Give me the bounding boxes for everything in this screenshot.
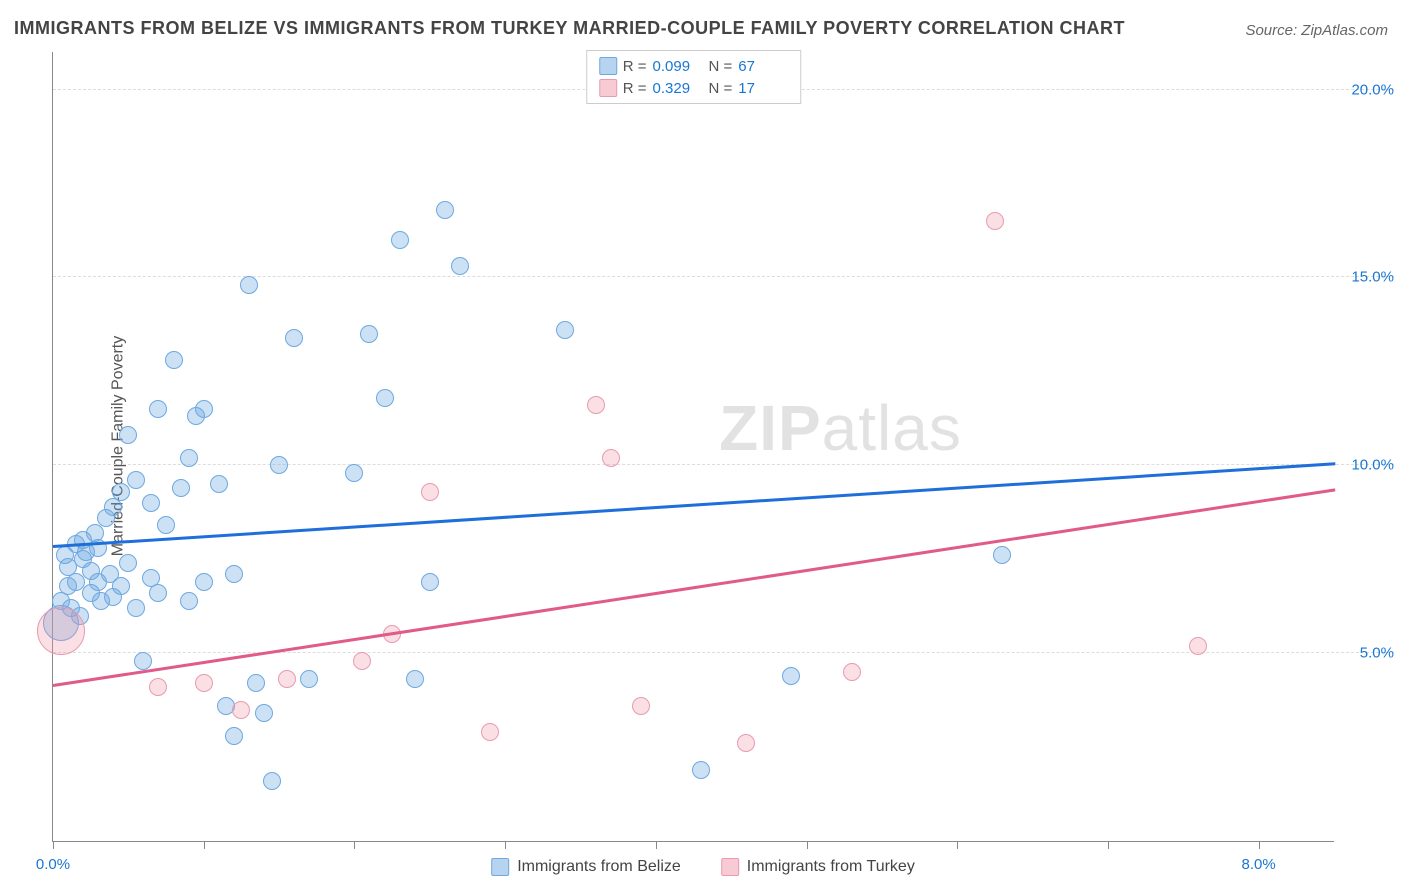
x-tick	[1108, 841, 1109, 849]
data-point	[986, 212, 1004, 230]
chart-title: IMMIGRANTS FROM BELIZE VS IMMIGRANTS FRO…	[14, 18, 1125, 39]
x-tick	[354, 841, 355, 849]
data-point	[232, 701, 250, 719]
data-point	[127, 471, 145, 489]
data-point	[247, 674, 265, 692]
x-tick	[656, 841, 657, 849]
data-point	[406, 670, 424, 688]
x-tick	[957, 841, 958, 849]
data-point	[195, 674, 213, 692]
chart-container: IMMIGRANTS FROM BELIZE VS IMMIGRANTS FRO…	[0, 0, 1406, 892]
data-point	[993, 546, 1011, 564]
y-tick-label: 20.0%	[1351, 81, 1394, 98]
data-point	[149, 584, 167, 602]
x-tick-label: 0.0%	[36, 856, 70, 873]
data-point	[180, 449, 198, 467]
swatch-blue-icon	[599, 57, 617, 75]
x-tick	[1259, 841, 1260, 849]
x-tick	[807, 841, 808, 849]
data-point	[112, 483, 130, 501]
data-point	[632, 697, 650, 715]
data-point	[300, 670, 318, 688]
data-point	[436, 201, 454, 219]
data-point	[421, 483, 439, 501]
x-tick	[204, 841, 205, 849]
data-point	[225, 727, 243, 745]
data-point	[451, 257, 469, 275]
grid-line	[53, 464, 1394, 465]
swatch-pink-icon	[721, 858, 739, 876]
trend-line	[53, 462, 1335, 547]
legend-series: Immigrants from Belize Immigrants from T…	[491, 858, 915, 876]
data-point	[285, 329, 303, 347]
data-point	[556, 321, 574, 339]
data-point	[587, 396, 605, 414]
plot-area: ZIPatlas R = 0.099 N = 67 R = 0.329 N = …	[52, 52, 1334, 842]
data-point	[210, 475, 228, 493]
data-point	[263, 772, 281, 790]
swatch-pink-icon	[599, 79, 617, 97]
data-point	[376, 389, 394, 407]
data-point	[37, 607, 85, 655]
data-point	[1189, 637, 1207, 655]
data-point	[225, 565, 243, 583]
y-tick-label: 15.0%	[1351, 269, 1394, 286]
data-point	[602, 449, 620, 467]
data-point	[172, 479, 190, 497]
data-point	[692, 761, 710, 779]
legend-stats-row: R = 0.099 N = 67	[599, 55, 789, 77]
data-point	[157, 516, 175, 534]
data-point	[737, 734, 755, 752]
data-point	[255, 704, 273, 722]
legend-item: Immigrants from Turkey	[721, 858, 915, 876]
source-attribution: Source: ZipAtlas.com	[1245, 22, 1388, 39]
data-point	[149, 678, 167, 696]
data-point	[119, 426, 137, 444]
legend-stats-row: R = 0.329 N = 17	[599, 77, 789, 99]
x-tick	[505, 841, 506, 849]
watermark: ZIPatlas	[719, 391, 962, 465]
legend-stats: R = 0.099 N = 67 R = 0.329 N = 17	[586, 50, 802, 104]
data-point	[360, 325, 378, 343]
data-point	[345, 464, 363, 482]
data-point	[112, 577, 130, 595]
data-point	[782, 667, 800, 685]
data-point	[240, 276, 258, 294]
data-point	[421, 573, 439, 591]
legend-item: Immigrants from Belize	[491, 858, 681, 876]
x-tick	[53, 841, 54, 849]
data-point	[481, 723, 499, 741]
data-point	[165, 351, 183, 369]
data-point	[843, 663, 861, 681]
data-point	[142, 494, 160, 512]
data-point	[119, 554, 137, 572]
data-point	[278, 670, 296, 688]
x-tick-label: 8.0%	[1242, 856, 1276, 873]
data-point	[195, 573, 213, 591]
y-tick-label: 10.0%	[1351, 457, 1394, 474]
data-point	[127, 599, 145, 617]
swatch-blue-icon	[491, 858, 509, 876]
data-point	[270, 456, 288, 474]
data-point	[134, 652, 152, 670]
y-tick-label: 5.0%	[1360, 645, 1394, 662]
data-point	[353, 652, 371, 670]
data-point	[149, 400, 167, 418]
data-point	[180, 592, 198, 610]
trend-line	[53, 488, 1335, 686]
data-point	[195, 400, 213, 418]
data-point	[391, 231, 409, 249]
